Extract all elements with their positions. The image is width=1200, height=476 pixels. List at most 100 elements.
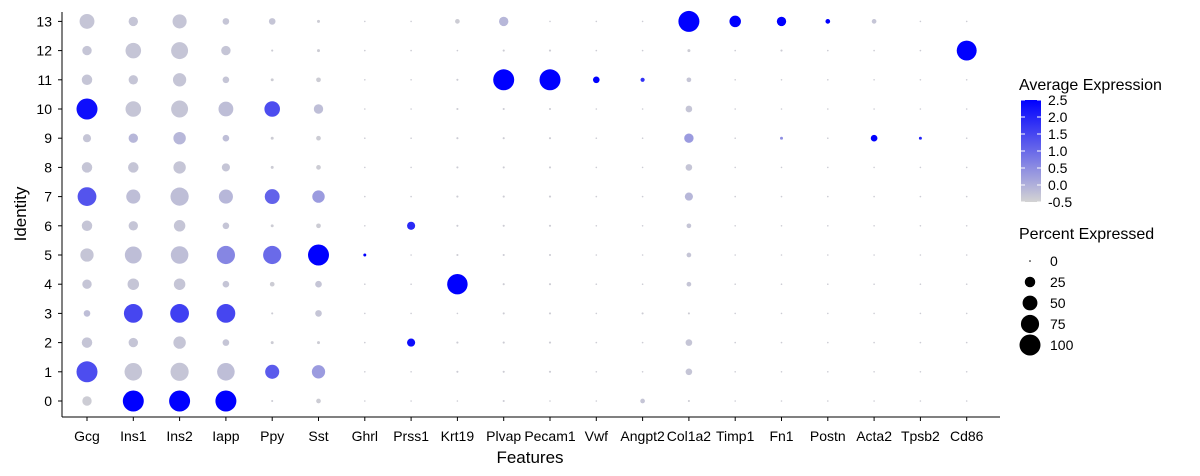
dot-timp1-2 bbox=[734, 341, 736, 344]
dot-fn1-11 bbox=[780, 79, 783, 81]
dot-ins2-1 bbox=[170, 362, 189, 381]
dot-postn-3 bbox=[827, 312, 829, 315]
dot-sst-6 bbox=[316, 223, 321, 229]
dot-ins1-4 bbox=[127, 278, 140, 290]
dot-prss1-12 bbox=[410, 49, 412, 52]
dot-prss1-10 bbox=[410, 108, 412, 110]
dot-iapp-1 bbox=[217, 363, 235, 381]
dot-vwf-12 bbox=[595, 49, 598, 52]
dot-krt19-13 bbox=[455, 19, 460, 24]
dot-plvap-11 bbox=[493, 69, 515, 91]
color-legend-tick-group: 2.52.01.51.00.50.0-0.5 bbox=[1021, 92, 1072, 210]
dot-fn1-2 bbox=[780, 341, 783, 344]
dot-ghrl-10 bbox=[364, 108, 366, 110]
dot-gcg-6 bbox=[81, 220, 93, 232]
dot-plvap-3 bbox=[502, 312, 505, 315]
dot-ppy-3 bbox=[271, 312, 274, 315]
dot-timp1-0 bbox=[734, 400, 736, 402]
dot-col1a2-1 bbox=[685, 368, 693, 376]
dot-timp1-7 bbox=[734, 195, 736, 198]
dot-ins1-7 bbox=[126, 189, 141, 204]
dot-sst-9 bbox=[316, 135, 321, 141]
dot-prss1-5 bbox=[410, 254, 412, 256]
dot-timp1-12 bbox=[734, 49, 736, 52]
dot-iapp-7 bbox=[218, 189, 233, 204]
dot-vwf-13 bbox=[595, 20, 598, 23]
dot-angpt2-13 bbox=[641, 20, 644, 23]
dot-ghrl-9 bbox=[364, 137, 366, 139]
dot-ins2-8 bbox=[173, 161, 186, 174]
dot-postn-9 bbox=[827, 137, 829, 139]
size-legend-dot bbox=[1029, 260, 1031, 262]
y-tick-label: 2 bbox=[44, 335, 52, 351]
dot-ghrl-8 bbox=[364, 166, 366, 169]
dot-iapp-12 bbox=[221, 45, 231, 56]
dot-gcg-3 bbox=[83, 310, 91, 317]
dot-ins2-6 bbox=[173, 220, 186, 232]
y-tick-label: 1 bbox=[44, 364, 52, 380]
dot-sst-1 bbox=[311, 365, 326, 379]
color-legend-title: Average Expression bbox=[1019, 77, 1162, 94]
dot-vwf-8 bbox=[595, 166, 598, 169]
dot-fn1-4 bbox=[780, 283, 783, 286]
dot-ins1-6 bbox=[128, 221, 138, 231]
dot-tpsb2-0 bbox=[919, 400, 922, 402]
dot-cd86-11 bbox=[965, 79, 968, 81]
dot-acta2-12 bbox=[873, 49, 875, 52]
dot-tpsb2-2 bbox=[919, 341, 922, 344]
dot-krt19-7 bbox=[456, 195, 459, 198]
color-legend-label: 2.5 bbox=[1048, 92, 1068, 108]
dot-plvap-9 bbox=[502, 137, 505, 140]
dot-gcg-13 bbox=[79, 13, 95, 29]
dot-ghrl-0 bbox=[364, 400, 366, 402]
dot-pecam1-2 bbox=[548, 341, 552, 344]
size-legend: Percent Expressed 0 25 50 75 100 bbox=[1019, 226, 1154, 356]
dot-cd86-3 bbox=[965, 312, 968, 315]
dot-acta2-2 bbox=[873, 341, 875, 344]
dot-ins2-5 bbox=[170, 246, 189, 264]
dot-ppy-8 bbox=[270, 165, 274, 169]
dot-col1a2-13 bbox=[678, 10, 700, 32]
dot-iapp-10 bbox=[218, 101, 234, 117]
dot-postn-5 bbox=[827, 254, 829, 256]
dot-angpt2-12 bbox=[641, 49, 644, 52]
dot-vwf-7 bbox=[595, 195, 598, 198]
dot-vwf-11 bbox=[592, 76, 600, 84]
dot-pecam1-0 bbox=[549, 400, 551, 402]
dot-tpsb2-8 bbox=[919, 166, 922, 169]
dot-col1a2-5 bbox=[686, 252, 692, 258]
dot-ppy-12 bbox=[271, 49, 274, 52]
dot-ppy-9 bbox=[270, 136, 274, 140]
dot-ins1-11 bbox=[128, 75, 138, 85]
dot-acta2-7 bbox=[873, 195, 875, 198]
dot-ins2-10 bbox=[171, 100, 189, 118]
dot-iapp-13 bbox=[222, 18, 230, 25]
dot-ppy-10 bbox=[264, 101, 280, 117]
dot-sst-7 bbox=[312, 190, 325, 203]
dot-angpt2-11 bbox=[640, 77, 645, 82]
x-tick-label: Fn1 bbox=[769, 428, 793, 444]
dot-gcg-10 bbox=[76, 98, 98, 120]
dot-acta2-8 bbox=[873, 166, 875, 169]
dot-krt19-3 bbox=[456, 312, 459, 315]
dot-prss1-0 bbox=[410, 400, 412, 402]
dot-ghrl-1 bbox=[364, 371, 366, 373]
dot-ins2-13 bbox=[172, 14, 187, 29]
dot-ins1-0 bbox=[122, 390, 144, 412]
dot-angpt2-0 bbox=[640, 398, 645, 404]
dot-plvap-2 bbox=[502, 341, 505, 344]
dot-plvap-12 bbox=[502, 49, 505, 52]
dot-col1a2-10 bbox=[685, 105, 693, 113]
dot-krt19-9 bbox=[456, 137, 459, 140]
dot-cd86-5 bbox=[965, 254, 968, 256]
dot-pecam1-13 bbox=[549, 20, 551, 23]
dot-acta2-3 bbox=[873, 312, 875, 315]
dot-vwf-0 bbox=[595, 400, 598, 402]
dot-krt19-11 bbox=[456, 78, 459, 81]
dot-gcg-8 bbox=[81, 162, 93, 173]
dot-angpt2-5 bbox=[641, 254, 644, 256]
dot-gcg-2 bbox=[81, 337, 93, 348]
dot-ghrl-12 bbox=[364, 49, 366, 52]
dot-iapp-11 bbox=[222, 76, 230, 84]
dot-krt19-12 bbox=[456, 49, 459, 52]
